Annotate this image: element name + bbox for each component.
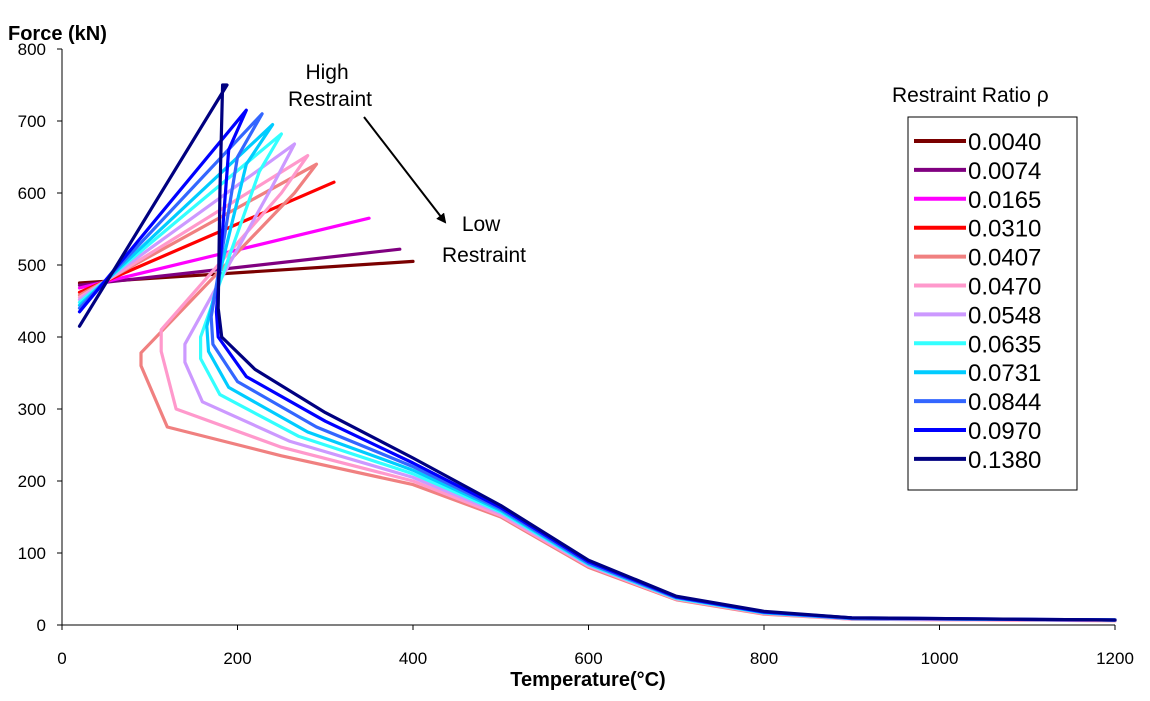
legend-label-0.0844: 0.0844	[968, 389, 1041, 416]
annotation-high-line2: Restraint	[288, 88, 372, 111]
x-ticks: 0 200 400 600 800 1000 1200	[57, 625, 1134, 668]
legend-label-0.0731: 0.0731	[968, 360, 1041, 387]
y-tick-label-100: 100	[18, 544, 46, 563]
legend-label-0.0548: 0.0548	[968, 302, 1041, 329]
y-tick-label-800: 800	[18, 40, 46, 59]
legend-label-0.0407: 0.0407	[968, 245, 1041, 272]
annotation-high-line1: High	[305, 61, 348, 84]
y-axis-title: Force (kN)	[8, 23, 107, 45]
annotation-low-line2: Restraint	[442, 244, 526, 267]
y-tick-label-600: 600	[18, 184, 46, 203]
legend-label-0.0635: 0.0635	[968, 331, 1041, 358]
legend-label-0.0165: 0.0165	[968, 187, 1041, 214]
annotation-low-restraint: Low Restraint	[442, 213, 526, 267]
series-layer	[77, 83, 1117, 623]
series-line-0.0310	[77, 180, 336, 294]
annotation-high-restraint: High Restraint	[288, 61, 372, 111]
series-line-0.0074	[77, 247, 402, 287]
legend-label-0.1380: 0.1380	[968, 447, 1041, 474]
legend-box	[907, 116, 1078, 491]
x-tick-label-200: 200	[223, 649, 251, 668]
x-tick-label-600: 600	[574, 649, 602, 668]
y-tick-label-700: 700	[18, 112, 46, 131]
y-tick-label-0: 0	[37, 616, 46, 635]
x-tick-label-0: 0	[57, 649, 66, 668]
legend-label-0.0310: 0.0310	[968, 216, 1041, 243]
annotation-arrow	[363, 116, 447, 224]
x-tick-label-400: 400	[399, 649, 427, 668]
annotation-low-line1: Low	[462, 213, 501, 236]
y-tick-label-500: 500	[18, 256, 46, 275]
y-tick-label-300: 300	[18, 400, 46, 419]
legend-title: Restraint Ratio ρ	[892, 84, 1049, 107]
legend-label-0.0074: 0.0074	[968, 158, 1041, 185]
x-tick-label-1200: 1200	[1096, 649, 1134, 668]
y-tick-label-200: 200	[18, 472, 46, 491]
series-line-0.1380	[77, 83, 1117, 622]
legend-label-0.0970: 0.0970	[968, 418, 1041, 445]
y-ticks: 0 100 200 300 400 500 600 700 800	[18, 40, 62, 635]
legend-entries: 0.00400.00740.01650.03100.04070.04700.05…	[914, 129, 1041, 474]
y-tick-label-400: 400	[18, 328, 46, 347]
x-axis-title: Temperature(°C)	[510, 669, 665, 691]
legend-label-0.0040: 0.0040	[968, 129, 1041, 156]
legend-label-0.0470: 0.0470	[968, 274, 1041, 301]
x-tick-label-800: 800	[750, 649, 778, 668]
x-tick-label-1000: 1000	[921, 649, 959, 668]
